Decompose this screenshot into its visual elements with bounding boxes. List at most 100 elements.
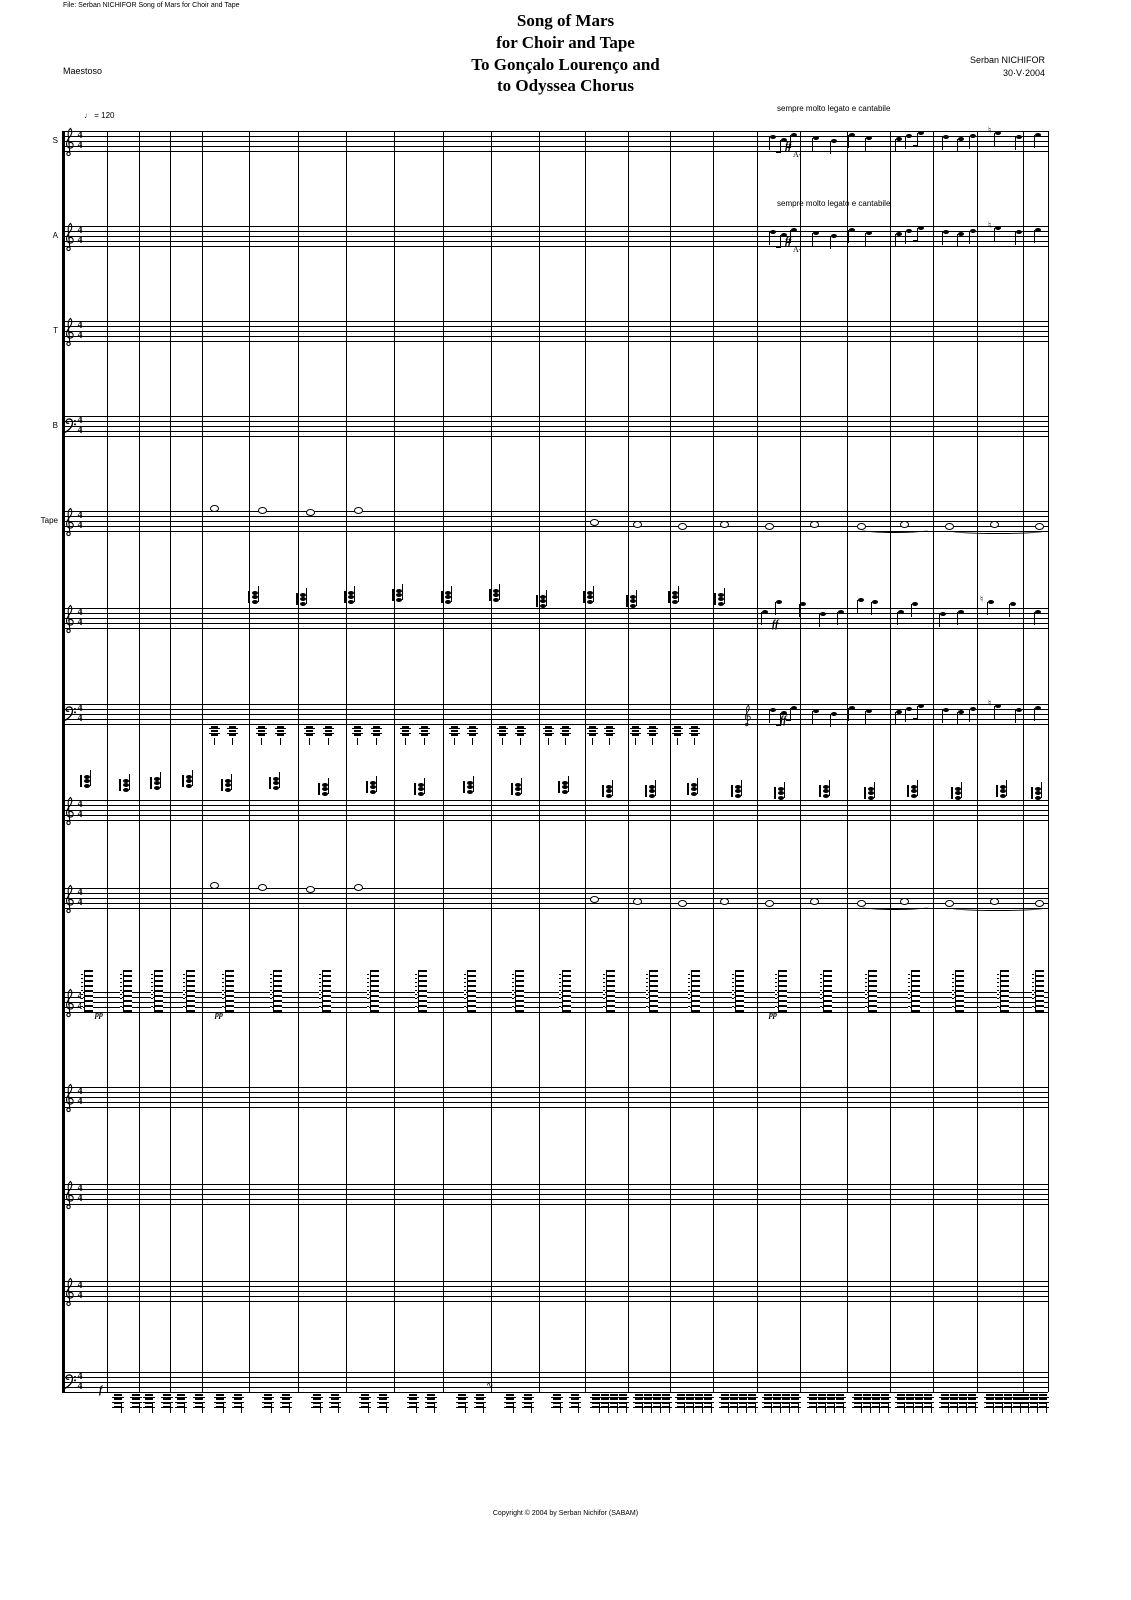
treble-clef <box>64 796 75 831</box>
time-signature-denominator: 4 <box>77 1096 83 1107</box>
chord <box>463 776 474 794</box>
low-cluster-eighths <box>604 726 615 745</box>
time-signature-denominator: 4 <box>77 617 83 628</box>
system-barline <box>62 131 65 1392</box>
staff-line <box>62 1377 1048 1378</box>
staff-line <box>62 1007 1048 1008</box>
metronome-marking: ♩ = 120 <box>84 111 115 120</box>
low-cluster-chord <box>642 1394 654 1413</box>
quarter-note <box>775 600 782 615</box>
tie-arc <box>950 905 1045 911</box>
staff-line <box>62 903 1048 904</box>
chord <box>441 586 452 604</box>
low-cluster-chord <box>1019 1394 1031 1413</box>
whole-note <box>633 521 642 528</box>
staff-line <box>62 704 1048 705</box>
staff-line <box>62 416 1048 417</box>
cluster-chord <box>775 970 787 1012</box>
chord <box>714 588 725 606</box>
treble-clef <box>64 1180 75 1215</box>
chord <box>687 778 698 796</box>
chord <box>318 778 329 796</box>
staff-line <box>62 810 1048 811</box>
low-cluster-chord <box>551 1394 563 1413</box>
chord <box>119 774 130 792</box>
low-cluster-chord <box>913 1394 925 1413</box>
barline <box>491 131 492 1392</box>
low-cluster-chord <box>984 1394 996 1413</box>
low-cluster-chord <box>762 1394 774 1413</box>
low-cluster-eighths <box>323 726 334 745</box>
low-cluster-chord <box>425 1394 437 1413</box>
quarter-note <box>830 712 837 727</box>
quarter-note <box>769 708 776 723</box>
time-signature-numerator: 4 <box>77 799 83 810</box>
treble-clef <box>64 604 75 639</box>
expression-text: sempre molto legato e cantabile <box>777 199 891 208</box>
barline <box>202 131 203 1392</box>
copyright-line: Copyright © 2004 by Serban Nichifor (SAB… <box>492 1510 639 1517</box>
chord <box>602 780 613 798</box>
eighth-note <box>953 137 964 152</box>
quarter-note <box>830 234 837 249</box>
staff-line <box>62 141 1048 142</box>
quarter-note <box>1034 610 1041 625</box>
quarter-note <box>812 136 819 151</box>
chord <box>511 778 522 796</box>
low-cluster-chord <box>193 1394 205 1413</box>
staff-line <box>62 421 1048 422</box>
staff-line <box>62 521 1048 522</box>
treble-clef <box>64 884 75 919</box>
low-cluster-chord <box>130 1394 142 1413</box>
low-cluster-chord <box>702 1394 714 1413</box>
time-signature-denominator: 4 <box>77 425 83 436</box>
low-cluster-chord <box>852 1394 864 1413</box>
staff-label: A <box>52 231 58 240</box>
whole-note <box>990 898 999 905</box>
staff-label: T <box>53 326 58 335</box>
title-line-2: for Choir and Tape <box>496 32 635 52</box>
quarter-note <box>848 133 855 148</box>
barline <box>1023 131 1024 1392</box>
time-signature-denominator: 4 <box>77 1001 83 1012</box>
low-cluster-chord <box>175 1394 187 1413</box>
title-line-1: Song of Mars <box>516 11 615 30</box>
quarter-note <box>865 709 872 724</box>
whole-note <box>990 521 999 528</box>
barline <box>346 131 347 1392</box>
low-cluster-chord <box>719 1394 731 1413</box>
whole-note <box>765 523 774 530</box>
whole-note <box>210 882 219 889</box>
eighth-note <box>913 226 924 241</box>
staff-label: Tape <box>40 516 58 525</box>
cluster-chord <box>688 970 700 1012</box>
time-signature-denominator: 4 <box>77 1381 83 1392</box>
cluster-chord <box>997 970 1009 1012</box>
staff-line <box>62 531 1048 532</box>
chord <box>392 584 403 602</box>
chord <box>996 780 1007 798</box>
treble-clef <box>64 1083 75 1118</box>
quarter-note <box>1034 706 1041 721</box>
quarter-note <box>969 707 976 722</box>
low-cluster-eighths <box>400 726 411 745</box>
low-cluster-chord <box>948 1394 960 1413</box>
treble-clef <box>64 988 75 1023</box>
whole-note <box>633 898 642 905</box>
quarter-note <box>799 602 806 617</box>
chord <box>296 588 307 606</box>
barline <box>757 131 758 1392</box>
dynamic-f: f <box>99 1385 103 1396</box>
cluster-chord <box>732 970 744 1012</box>
cluster-chord <box>222 970 234 1012</box>
staff-line <box>62 805 1048 806</box>
quarter-note <box>837 610 844 625</box>
staff-line <box>62 1189 1048 1190</box>
chord <box>819 780 830 798</box>
low-cluster-chord <box>569 1394 581 1413</box>
composition-date: 30·V·2004 <box>1002 67 1045 78</box>
quarter-note <box>819 612 826 627</box>
whole-note <box>720 898 729 905</box>
quarter-note <box>905 134 912 149</box>
whole-note <box>678 523 687 530</box>
